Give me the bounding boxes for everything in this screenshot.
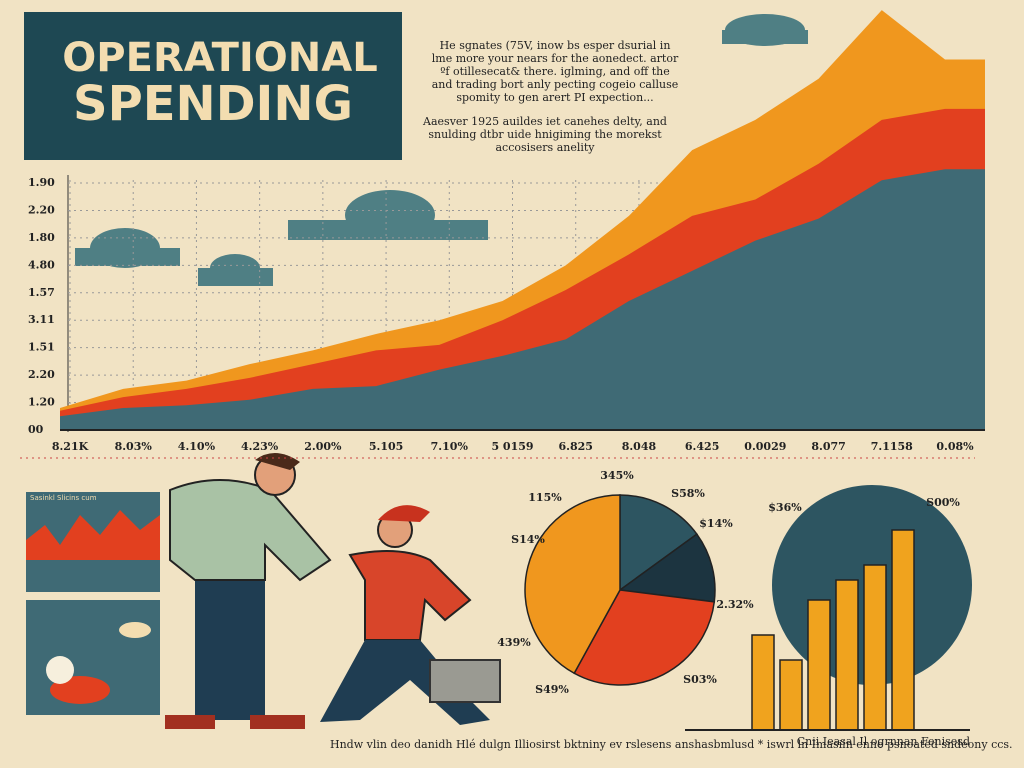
y-tick-label: 2.20 (28, 203, 55, 216)
x-tick-label: 8.21K (52, 440, 89, 453)
bar-label: S00% (926, 496, 960, 509)
pie-slice (524, 494, 621, 675)
intro-text: He sgnates (75V, inow bs esper dsurial i… (422, 39, 679, 154)
y-tick-label: 00 (28, 423, 44, 436)
intro-line: snulding dtbr uide hnigiming the morekst (428, 128, 662, 141)
x-tick-label: 6.825 (558, 440, 592, 453)
x-tick-label: 2.00% (304, 440, 342, 453)
bar (807, 599, 831, 731)
y-tick-label: 2.20 (28, 368, 55, 381)
intro-line: Aaesver 1925 auildes iet canehes delty, … (422, 115, 667, 128)
x-tick-label: 0.0029 (744, 440, 786, 453)
bar-label: $36% (768, 501, 802, 514)
bar (891, 529, 915, 731)
figures (165, 452, 501, 729)
title-line: SPENDING (73, 76, 353, 132)
bar (751, 634, 775, 731)
pie-label: S03% (683, 673, 717, 686)
y-tick-label: 3.11 (28, 313, 55, 326)
title-line: OPERATIONAL (62, 35, 377, 81)
intro-line: He sgnates (75V, inow bs esper dsurial i… (440, 39, 671, 52)
pie-label: $14% (699, 517, 733, 530)
x-tick-label: 7.10% (431, 440, 469, 453)
pie-label: 115% (528, 491, 562, 504)
bar (779, 659, 803, 731)
x-tick-label: 5.105 (369, 440, 403, 453)
pie-label: 439% (497, 636, 531, 649)
pie-slice (573, 589, 716, 686)
y-tick-label: 4.80 (28, 258, 55, 271)
intro-line: lme more your nears for the aonedect. ar… (432, 52, 679, 65)
x-tick-label: 4.10% (178, 440, 216, 453)
intro-line: accosisers anelity (495, 141, 595, 154)
x-tick-label: 6.425 (685, 440, 719, 453)
clouds (75, 14, 808, 286)
x-tick-label: 8.048 (622, 440, 657, 453)
pie-label: 345% (600, 469, 634, 482)
intro-line: spomity to gen arert PI expection... (456, 91, 653, 104)
x-tick-label: 4.23% (241, 440, 279, 453)
pie-slice (619, 494, 698, 592)
x-tick-label: 8.03% (115, 440, 153, 453)
y-tick-label: 1.57 (28, 286, 55, 299)
panel-art (119, 622, 151, 638)
x-tick-label: 7.1158 (871, 440, 913, 453)
pie-label: S49% (535, 683, 569, 696)
footer: Hndw vlin deo danidh Hlé dulgn Illiosirs… (330, 738, 1013, 751)
intro-line: ºf otillesecat& there. iglming, and off … (440, 65, 669, 78)
pie-label: 2.32% (716, 598, 754, 611)
x-tick-label: 8.077 (811, 440, 845, 453)
panel-art (46, 656, 74, 684)
title-box (24, 12, 402, 160)
y-tick-label: 1.20 (28, 396, 55, 409)
y-tick-label: 1.51 (28, 341, 55, 354)
bar (863, 564, 887, 731)
pie-label: S58% (671, 487, 705, 500)
bar (835, 579, 859, 731)
footer: Cnii Ieasal Il ogrnnan Fenisesd (797, 735, 970, 748)
pie-label: S14% (511, 533, 545, 546)
panel-label: Sasinkl Slicins cum (30, 494, 97, 502)
x-tick-label: 5 0159 (491, 440, 533, 453)
y-tick-label: 1.90 (28, 176, 55, 189)
x-tick-label: 0.08% (936, 440, 974, 453)
pie-slice (618, 533, 716, 603)
area (60, 169, 985, 430)
panel-art (26, 510, 160, 560)
intro-line: and trading bort anly pecting cogeio cal… (432, 78, 679, 91)
y-tick-label: 1.80 (28, 231, 55, 244)
